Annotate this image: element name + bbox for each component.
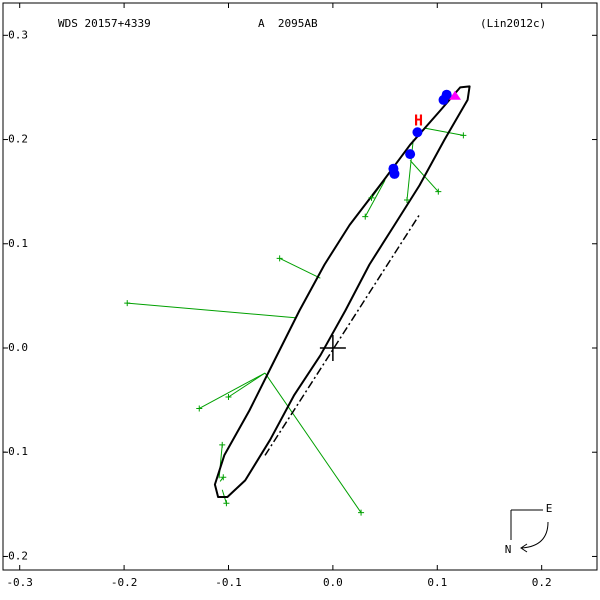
- residual-line: [424, 127, 464, 136]
- measurement: [219, 441, 226, 448]
- residual-line: [219, 476, 224, 482]
- compass-north: N: [505, 543, 512, 556]
- x-tick-label: -0.1: [215, 576, 242, 589]
- residual-line: [364, 179, 386, 217]
- measurement: [368, 194, 375, 201]
- primary-star: [319, 334, 346, 361]
- speckle-point: [441, 89, 452, 100]
- compass-arrow-head: [520, 543, 528, 553]
- chart-title: WDS 20157+4339: [58, 17, 151, 30]
- measurement: [124, 300, 131, 307]
- compass: E N: [505, 502, 553, 556]
- compass-arrow: [521, 521, 549, 549]
- orbit: [213, 85, 471, 498]
- x-tick-label: 0.0: [323, 576, 343, 589]
- speckle-point: [405, 149, 416, 160]
- y-tick-label: 0.2: [8, 133, 28, 146]
- y-tick-label: -0.2: [2, 549, 29, 562]
- plot-frame: [2, 2, 598, 571]
- measurement: [223, 500, 230, 507]
- measurement: [362, 213, 369, 220]
- chart-subtitle: A 2095AB: [258, 17, 318, 30]
- measurement: [225, 393, 232, 400]
- measurement: [435, 188, 442, 195]
- residual-line: [228, 372, 266, 398]
- measurement: [358, 509, 365, 516]
- y-tick-label: -0.1: [2, 445, 29, 458]
- measurement: [404, 196, 411, 203]
- measurement: [460, 132, 467, 139]
- x-tick-label: -0.2: [111, 576, 138, 589]
- y-tick-label: 0.1: [8, 237, 28, 250]
- measurement: [196, 405, 203, 412]
- x-tick-label: 0.1: [427, 576, 447, 589]
- reference: (Lin2012c): [480, 17, 546, 30]
- x-tick-label: 0.2: [532, 576, 552, 589]
- hipparcos-label: H: [414, 111, 423, 129]
- residual-line: [127, 302, 296, 319]
- speckle-point: [389, 168, 400, 179]
- residual-line: [264, 372, 362, 513]
- y-tick-label: -0.0: [2, 341, 29, 354]
- y-tick-label: 0.3: [8, 28, 28, 41]
- residual-line: [199, 372, 266, 409]
- x-tick-label: -0.3: [6, 576, 33, 589]
- measurement: [220, 474, 227, 481]
- residual-line: [279, 257, 321, 279]
- speckle-point: [412, 127, 423, 138]
- compass-east: E: [546, 502, 553, 515]
- measurement: [276, 255, 283, 262]
- other-point: [449, 90, 462, 100]
